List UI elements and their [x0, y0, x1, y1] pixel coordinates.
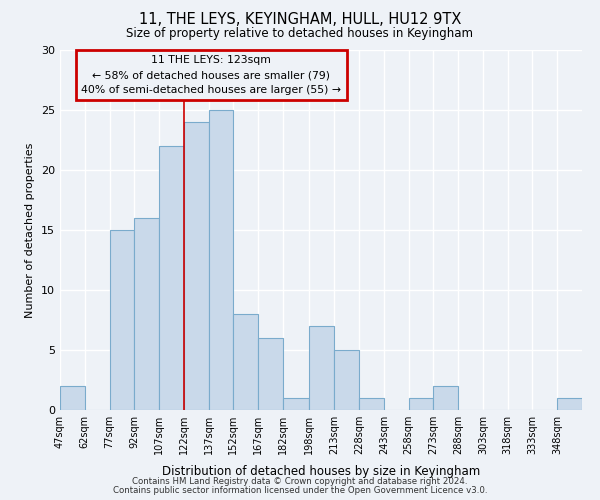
Bar [557, 398, 582, 410]
X-axis label: Distribution of detached houses by size in Keyingham: Distribution of detached houses by size … [162, 466, 480, 478]
Bar [184, 122, 209, 410]
Text: 11 THE LEYS: 123sqm
← 58% of detached houses are smaller (79)
40% of semi-detach: 11 THE LEYS: 123sqm ← 58% of detached ho… [81, 56, 341, 95]
Bar [409, 398, 433, 410]
Bar [110, 230, 134, 410]
Bar [209, 110, 233, 410]
Text: Contains public sector information licensed under the Open Government Licence v3: Contains public sector information licen… [113, 486, 487, 495]
Bar [310, 326, 334, 410]
Bar [359, 398, 384, 410]
Bar [134, 218, 159, 410]
Bar [233, 314, 258, 410]
Bar [334, 350, 359, 410]
Y-axis label: Number of detached properties: Number of detached properties [25, 142, 35, 318]
Bar [159, 146, 184, 410]
Text: Size of property relative to detached houses in Keyingham: Size of property relative to detached ho… [127, 28, 473, 40]
Bar [433, 386, 458, 410]
Bar [283, 398, 310, 410]
Text: Contains HM Land Registry data © Crown copyright and database right 2024.: Contains HM Land Registry data © Crown c… [132, 477, 468, 486]
Text: 11, THE LEYS, KEYINGHAM, HULL, HU12 9TX: 11, THE LEYS, KEYINGHAM, HULL, HU12 9TX [139, 12, 461, 28]
Bar [258, 338, 283, 410]
Bar [60, 386, 85, 410]
